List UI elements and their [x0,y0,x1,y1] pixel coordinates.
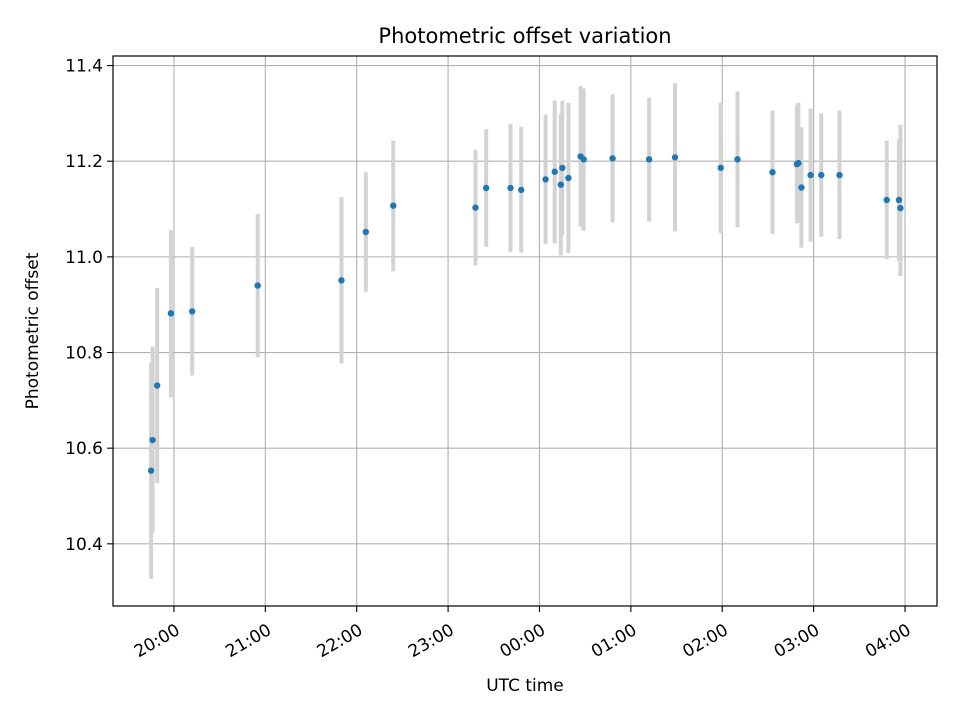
grid [113,56,937,606]
data-point [798,184,805,191]
y-tick-label: 10.6 [65,439,103,459]
data-point [645,156,653,163]
data-point [507,184,514,192]
y-tick-label: 11.2 [65,152,103,172]
data-points [147,153,904,474]
data-point [897,204,904,212]
data-point [362,228,370,236]
data-point [559,164,566,172]
data-point [153,382,161,389]
data-point [472,204,479,211]
data-point [580,156,587,163]
data-point [734,156,741,163]
data-point [338,277,345,284]
data-point [795,159,802,167]
y-axis-label: Photometric offset [23,252,43,409]
data-point [818,171,825,179]
data-point [609,155,616,162]
data-point [167,310,175,317]
data-point [147,467,155,474]
data-point [807,171,814,179]
data-point [557,181,564,188]
y-tick-label: 11.0 [65,248,103,268]
data-point [517,186,525,194]
data-point [836,171,843,179]
y-tick-label: 11.4 [65,57,103,77]
data-point [883,196,890,204]
data-point [542,176,549,183]
data-point [149,436,156,444]
y-tick-label: 10.8 [65,344,103,364]
data-point [769,169,776,176]
data-point [254,282,261,289]
chart-title: Photometric offset variation [378,24,671,48]
data-point [717,164,724,172]
y-tick-label: 10.4 [65,535,103,555]
data-point [551,168,558,175]
data-point [895,196,903,204]
x-axis-label: UTC time [486,676,564,696]
data-point [189,308,196,315]
data-point [390,202,397,209]
data-point [671,154,679,161]
plot-frame [112,55,938,607]
data-point [565,174,572,182]
data-point [482,184,490,192]
